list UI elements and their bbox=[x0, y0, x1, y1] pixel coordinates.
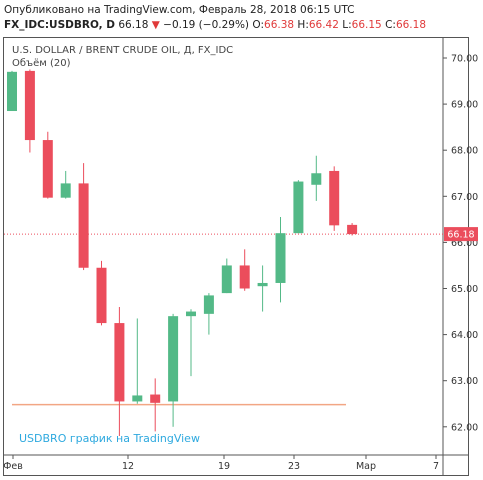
candle-body bbox=[275, 233, 286, 283]
y-tick-label: 70.00 bbox=[451, 54, 478, 65]
candle-body bbox=[347, 224, 358, 235]
x-tick-label: 7 bbox=[433, 461, 439, 472]
publish-caption: Опубликовано на TradingView.com, Февраль… bbox=[4, 4, 355, 16]
close-label: C: bbox=[385, 19, 396, 31]
x-tick-label: 19 bbox=[218, 461, 230, 472]
high-label: H: bbox=[297, 19, 309, 31]
candle-body bbox=[329, 170, 340, 226]
candle-body bbox=[186, 311, 196, 317]
current-price-badge bbox=[444, 227, 478, 242]
candle-body bbox=[293, 181, 304, 234]
low-value: 66.15 bbox=[351, 19, 382, 31]
candle-body bbox=[78, 183, 89, 268]
symbol-label[interactable]: FX_IDC:USDBRO, D bbox=[4, 19, 115, 31]
candle-body bbox=[257, 282, 268, 287]
candle-body bbox=[221, 265, 232, 294]
candle-body bbox=[239, 265, 250, 289]
instrument-title: U.S. DOLLAR / BRENT CRUDE OIL, Д, FX_IDC bbox=[12, 45, 234, 56]
candle-body bbox=[114, 323, 125, 402]
current-price-label: 66.18 bbox=[447, 230, 474, 241]
y-tick-label: 64.00 bbox=[451, 330, 478, 341]
volume-label[interactable]: Объём (20) bbox=[12, 58, 71, 69]
y-tick-label: 66.00 bbox=[451, 238, 478, 249]
x-tick-label: 12 bbox=[122, 461, 134, 472]
candle-body bbox=[7, 71, 17, 112]
x-tick-label: Мар bbox=[356, 461, 376, 472]
candle-body bbox=[203, 295, 214, 314]
change-down-icon: ▼ bbox=[151, 19, 160, 31]
candle-body bbox=[311, 173, 322, 185]
last-price: 66.18 bbox=[118, 19, 149, 31]
y-tick-label: 65.00 bbox=[451, 284, 478, 295]
candle-body bbox=[60, 183, 71, 198]
candle-body bbox=[168, 316, 179, 402]
x-tick-label: 23 bbox=[288, 461, 300, 472]
open-label: O: bbox=[252, 19, 265, 31]
quote-line: FX_IDC:USDBRO, D 66.18 ▼ −0.19 (−0.29%) … bbox=[4, 19, 426, 31]
candle-body bbox=[150, 394, 161, 403]
y-tick-label: 62.00 bbox=[451, 422, 478, 433]
tradingview-watermark[interactable]: USDBRO график на TradingView bbox=[19, 432, 200, 445]
candle-body bbox=[132, 395, 143, 402]
chart-frame bbox=[3, 37, 469, 476]
x-tick-label: Фев bbox=[3, 461, 23, 472]
low-label: L: bbox=[342, 19, 352, 31]
open-value: 66.38 bbox=[264, 19, 295, 31]
candle-body bbox=[24, 70, 35, 141]
y-tick-label: 63.00 bbox=[451, 376, 478, 387]
change-value: −0.19 (−0.29%) bbox=[163, 19, 250, 31]
high-value: 66.42 bbox=[308, 19, 339, 31]
candle-body bbox=[42, 140, 53, 198]
y-tick-label: 69.00 bbox=[451, 100, 478, 111]
y-tick-label: 67.00 bbox=[451, 192, 478, 203]
y-tick-label: 68.00 bbox=[451, 146, 478, 157]
close-value: 66.18 bbox=[395, 19, 426, 31]
candle-body bbox=[96, 267, 107, 324]
